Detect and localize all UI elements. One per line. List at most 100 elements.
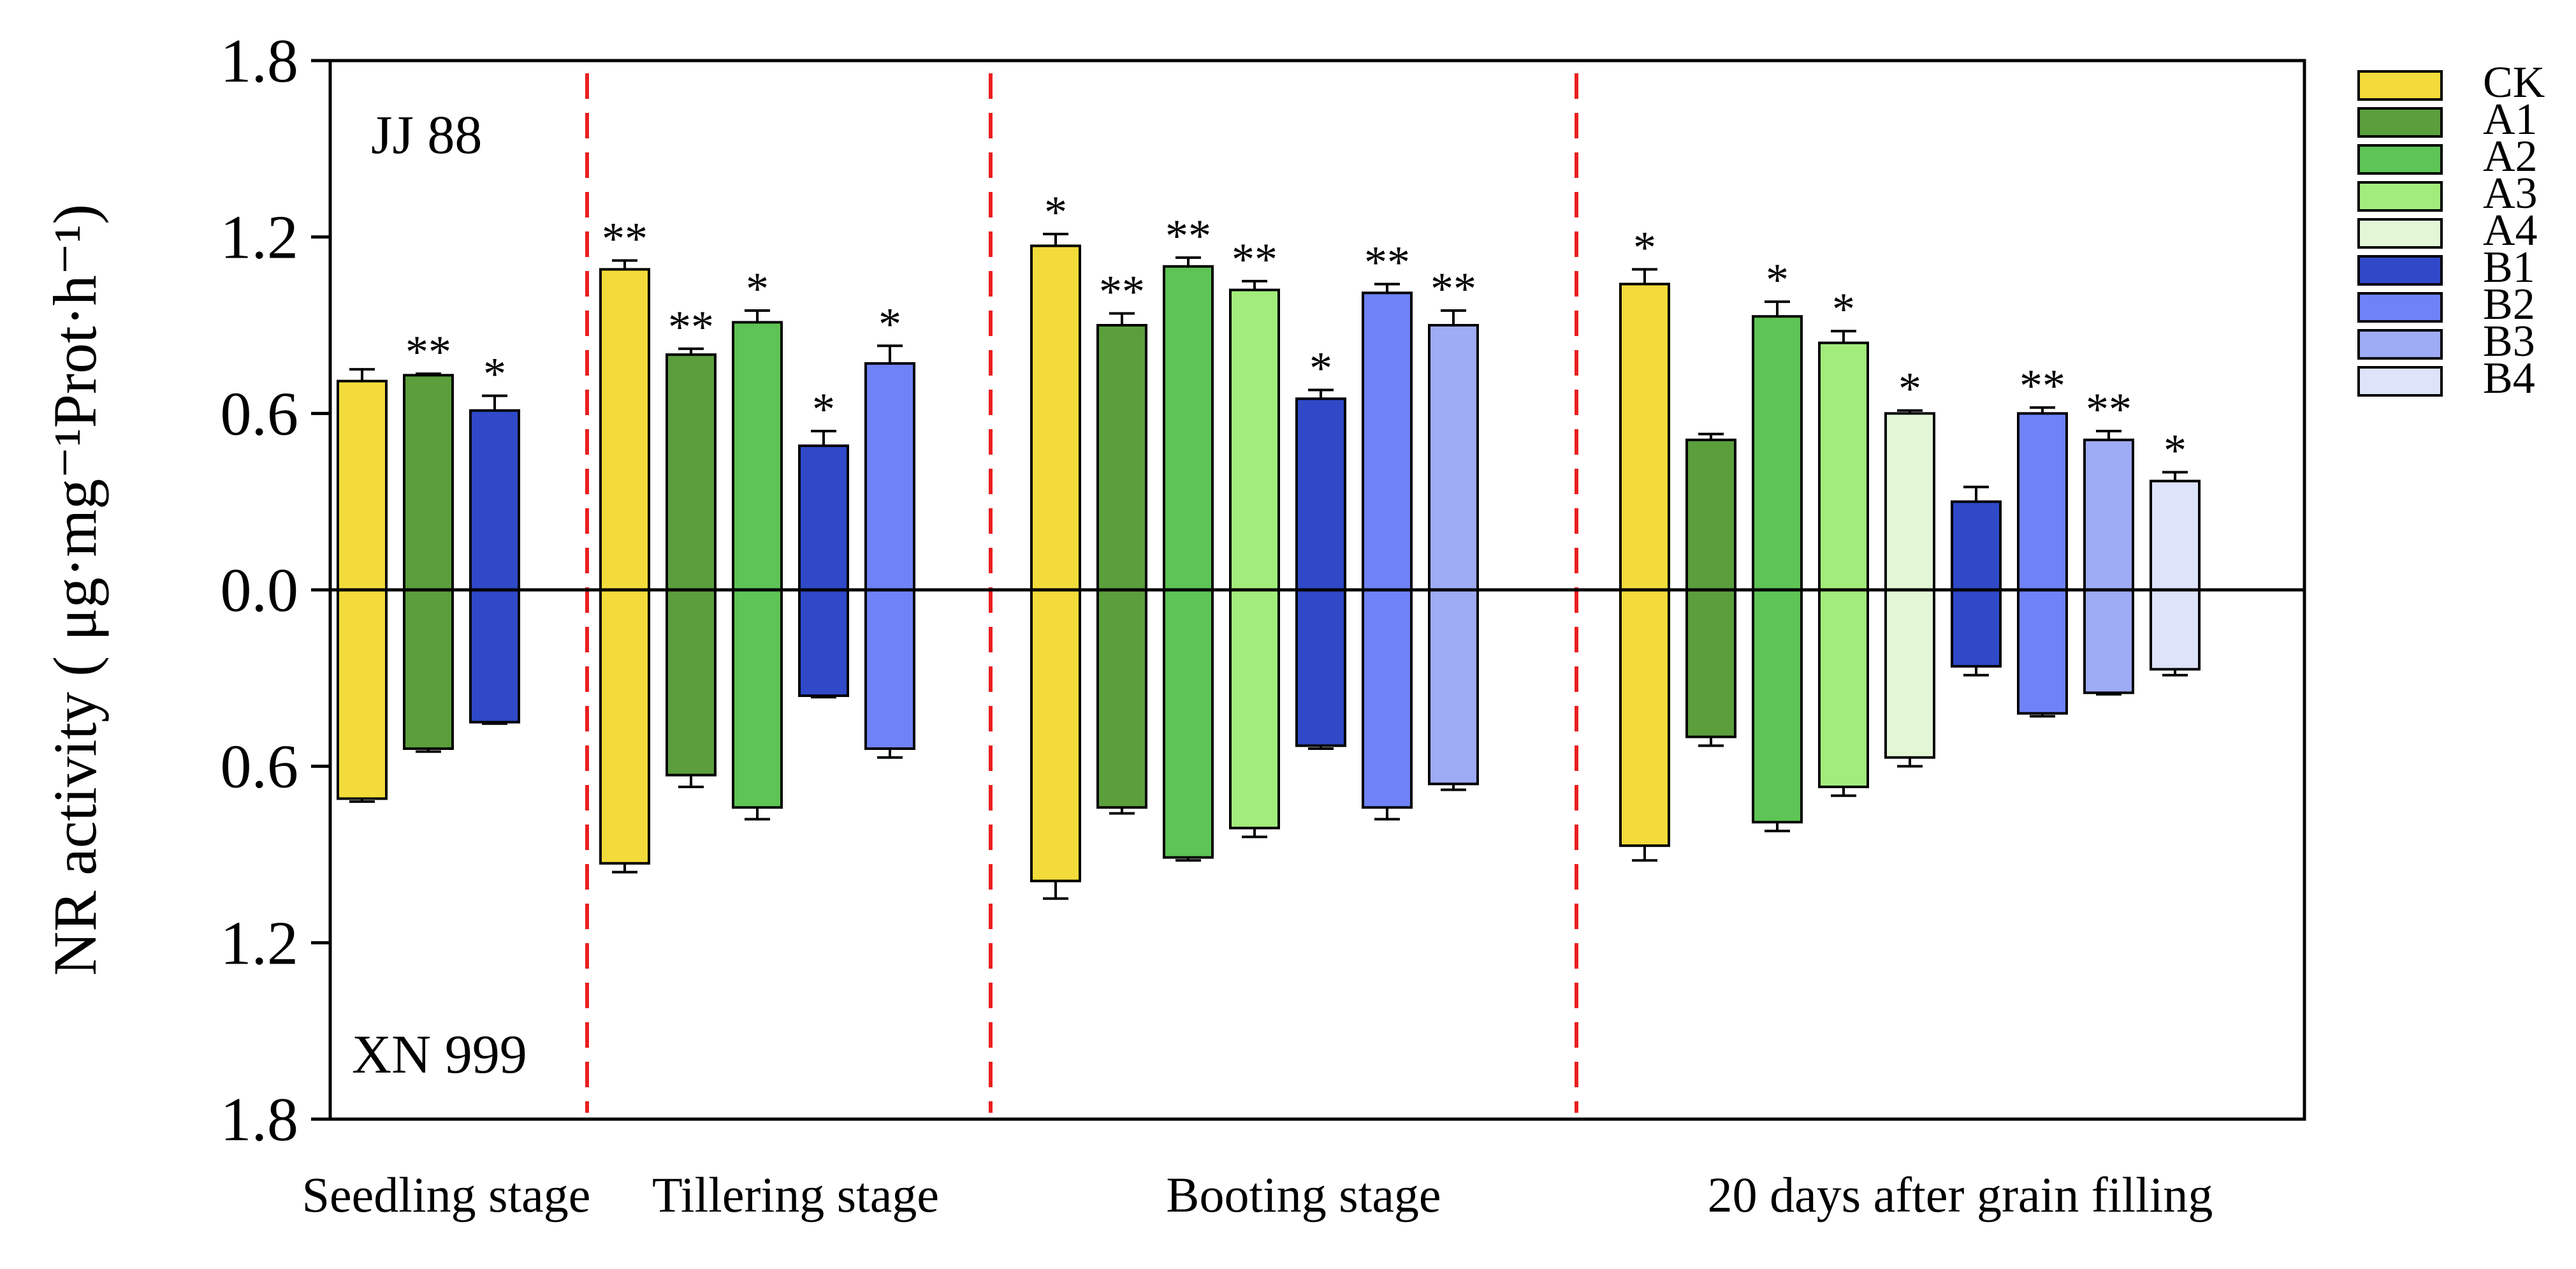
significance-mark: * — [1832, 284, 1855, 335]
stage-labels: Seedling stage Tillering stage Booting sta… — [302, 1167, 2213, 1222]
stage-label: Tillering stage — [652, 1167, 939, 1222]
bar-bottom-b1 — [798, 589, 849, 697]
stage-label: Booting stage — [1166, 1167, 1441, 1222]
bar-top-a2 — [1163, 265, 1214, 591]
legend-swatch-a2 — [2357, 144, 2443, 175]
bar-top-b4 — [2150, 480, 2201, 592]
bar-bottom-b3 — [2083, 589, 2134, 694]
significance-mark: * — [812, 384, 835, 435]
significance-mark: ** — [1430, 263, 1476, 314]
bar-bottom-a1 — [666, 589, 717, 777]
bar-bottom-b3 — [1428, 589, 1479, 786]
significance-mark: ** — [2019, 360, 2065, 411]
error-bars-group — [349, 233, 2188, 900]
bar-bottom-ck — [337, 589, 388, 800]
bar-top-ck — [1030, 244, 1081, 591]
y-tick-label: 0.6 — [221, 733, 299, 802]
bar-top-a4 — [1884, 412, 1935, 591]
bar-bottom-a3 — [1229, 589, 1280, 830]
y-tick-label: 1.2 — [221, 203, 299, 272]
significance-mark: * — [1309, 342, 1332, 393]
legend-label-a1: A1 — [2483, 95, 2538, 144]
bar-top-a3 — [1229, 288, 1280, 591]
stage-label: 20 days after grain filling — [1708, 1167, 2213, 1222]
bar-bottom-a2 — [1752, 589, 1803, 824]
significance-mark: ** — [668, 302, 714, 353]
bar-bottom-a1 — [1685, 589, 1736, 738]
bar-bottom-b2 — [1362, 589, 1413, 809]
y-axis-title: NR activity ( μg·mg⁻¹Prot·h⁻¹) — [41, 204, 109, 976]
y-tick-label: 1.2 — [221, 909, 299, 978]
bar-top-b1 — [1951, 500, 2002, 592]
bar-top-a1 — [666, 353, 717, 591]
bar-top-b2 — [1362, 291, 1413, 591]
bar-top-a2 — [1752, 315, 1803, 591]
bar-top-b3 — [1428, 324, 1479, 591]
bar-bottom-ck — [1619, 589, 1670, 847]
bar-top-a3 — [1818, 341, 1869, 592]
significance-mark: * — [1633, 222, 1656, 273]
bar-top-b2 — [2017, 412, 2068, 591]
bar-top-a2 — [732, 321, 783, 591]
bar-bottom-a2 — [1163, 589, 1214, 859]
significance-mark: ** — [1099, 267, 1145, 318]
bar-bottom-b1 — [1295, 589, 1346, 747]
cultivar-label-top: JJ 88 — [371, 104, 482, 165]
bar-bottom-b4 — [2150, 589, 2201, 671]
legend-swatch-b1 — [2357, 255, 2443, 286]
legend-swatch-a4 — [2357, 218, 2443, 249]
bar-top-b3 — [2083, 438, 2134, 591]
significance-group: ** ************* *********** ** *** — [405, 187, 2187, 476]
bar-bottom-b1 — [1951, 589, 2002, 668]
legend-swatch-b3 — [2357, 329, 2443, 360]
bar-top-ck — [599, 268, 650, 591]
bar-top-b1 — [1295, 397, 1346, 591]
y-tick-label: 1.8 — [221, 1085, 299, 1154]
y-tick-label: 0.0 — [221, 556, 299, 625]
significance-mark: ** — [602, 214, 648, 265]
significance-mark: * — [1898, 363, 1921, 414]
significance-mark: ** — [1364, 237, 1410, 288]
legend-label-a4: A4 — [2483, 206, 2538, 255]
legend-label-a3: A3 — [2483, 169, 2538, 218]
bar-top-b1 — [469, 409, 520, 591]
significance-mark: * — [1766, 254, 1789, 305]
legend-swatch-a3 — [2357, 181, 2443, 212]
bar-top-ck — [1619, 282, 1670, 591]
legend-label-b2: B2 — [2483, 280, 2535, 329]
legend-label-b1: B1 — [2483, 243, 2535, 292]
stage-label: Seedling stage — [302, 1167, 591, 1222]
significance-mark: * — [2164, 425, 2187, 476]
legend-swatch-ck — [2357, 70, 2443, 101]
bar-bottom-a1 — [1096, 589, 1147, 809]
legend-swatch-b2 — [2357, 292, 2443, 323]
bar-bottom-a3 — [1818, 589, 1869, 788]
significance-mark: * — [878, 298, 901, 349]
legend-swatch-a1 — [2357, 107, 2443, 138]
bar-bottom-b2 — [2017, 589, 2068, 715]
significance-mark: * — [746, 263, 769, 314]
significance-mark: ** — [1232, 234, 1277, 285]
bar-bottom-a4 — [1884, 589, 1935, 759]
legend-label-b3: B3 — [2483, 317, 2535, 366]
significance-mark: ** — [1165, 210, 1211, 261]
significance-mark: ** — [405, 326, 451, 378]
bar-bottom-b2 — [864, 589, 915, 750]
legend-label-b4: B4 — [2483, 354, 2535, 403]
bar-bottom-ck — [599, 589, 650, 865]
y-axis-ticks: 1.8 1.2 0.6 0.0 0.6 1.2 1.8 — [221, 27, 330, 1154]
legend-swatch-b4 — [2357, 366, 2443, 397]
significance-mark: * — [483, 349, 506, 400]
bar-bottom-a2 — [732, 589, 783, 809]
bar-top-b1 — [798, 444, 849, 591]
y-tick-label: 1.8 — [221, 27, 299, 96]
bar-bottom-b1 — [469, 589, 520, 724]
bar-bottom-a1 — [403, 589, 454, 750]
significance-mark: ** — [2086, 384, 2132, 435]
bar-bottom-ck — [1030, 589, 1081, 883]
y-tick-label: 0.6 — [221, 379, 299, 448]
stage-dividers — [585, 73, 1578, 1113]
